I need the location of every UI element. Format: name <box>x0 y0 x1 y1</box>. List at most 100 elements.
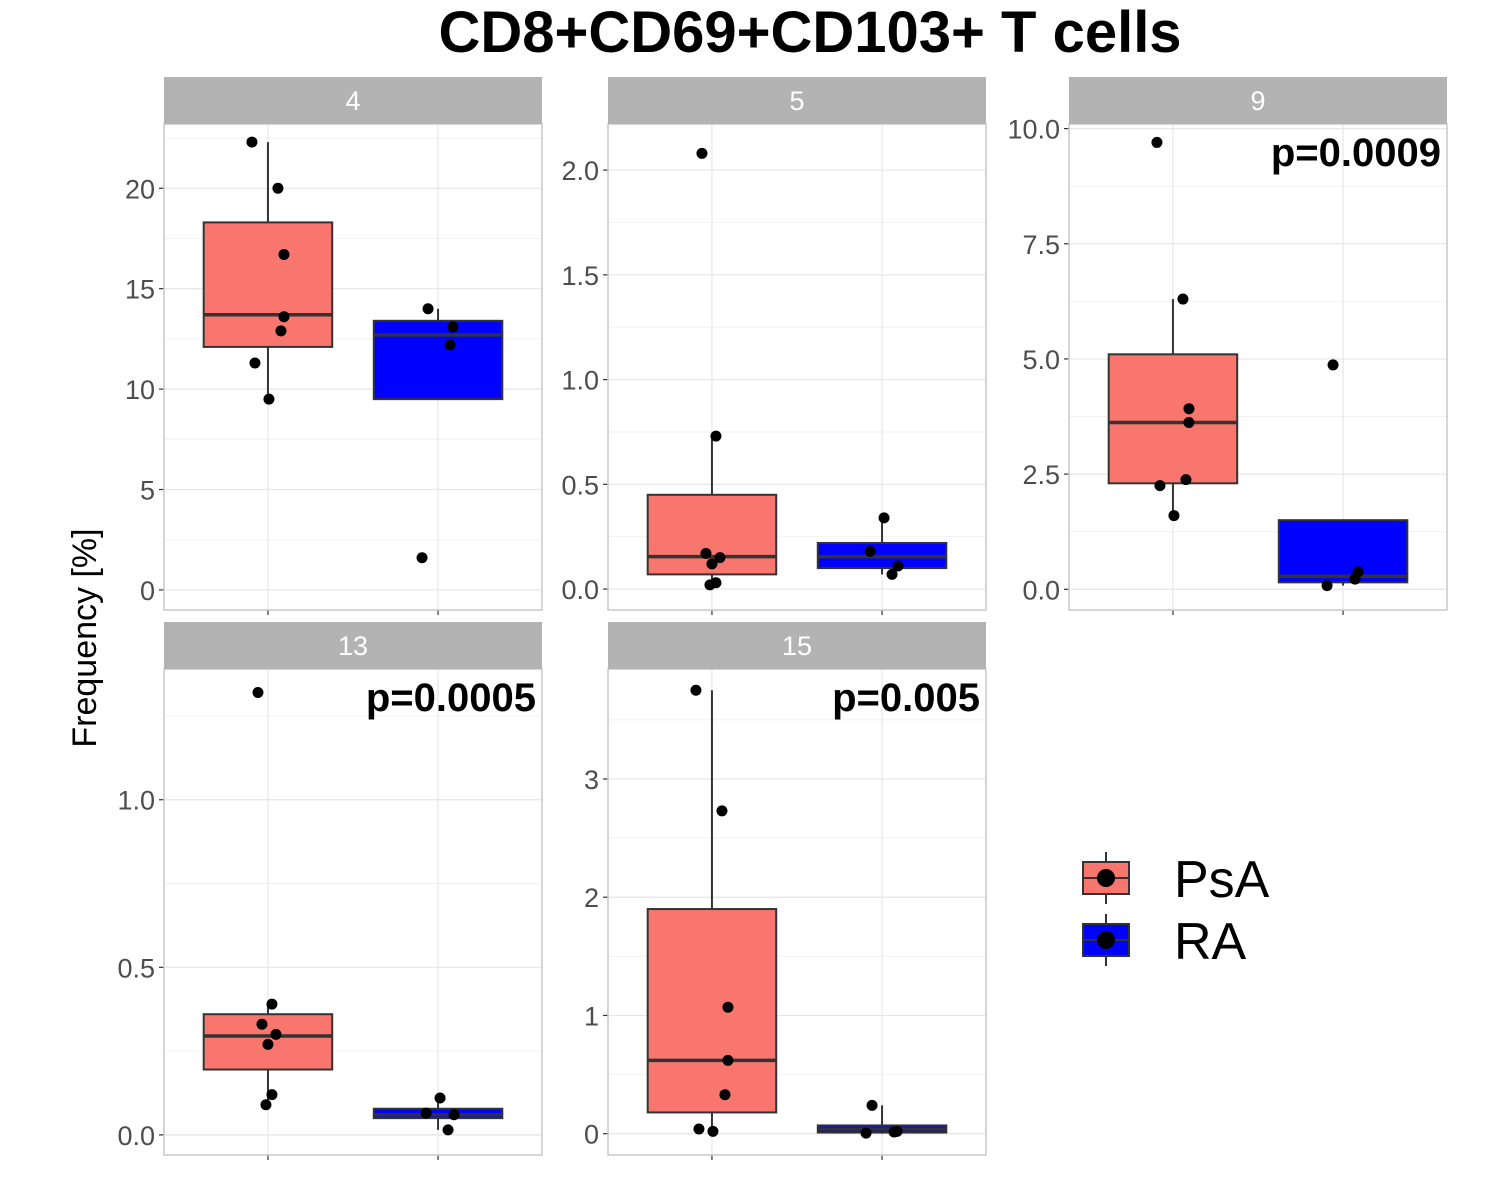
facet-panels: 0510152040.00.51.01.52.050.02.55.07.510.… <box>117 77 1448 1160</box>
box-ra <box>372 1092 504 1136</box>
legend-point <box>1097 869 1115 887</box>
legend-point <box>1097 931 1115 949</box>
box-iqr <box>202 221 334 348</box>
data-point <box>447 321 459 333</box>
data-point <box>714 552 726 564</box>
y-tick-label: 2.5 <box>1022 460 1060 490</box>
box-psa <box>646 684 778 1137</box>
data-point <box>716 805 728 817</box>
data-point <box>256 1018 268 1030</box>
box-iqr <box>646 908 778 1114</box>
data-point <box>704 579 716 591</box>
data-point <box>1183 417 1195 429</box>
data-point <box>719 1089 731 1101</box>
y-tick-label: 0.0 <box>561 575 599 605</box>
y-tick-label: 0.5 <box>561 470 599 500</box>
facet-panel-13: 0.0 0.5 1.0 13 p=0.0005 <box>117 622 543 1160</box>
facet-strip-label: 9 <box>1250 86 1265 116</box>
y-tick-label: 1.0 <box>117 786 155 816</box>
data-point <box>434 1092 446 1104</box>
data-point <box>1168 510 1180 522</box>
y-tick-label: 5.0 <box>1022 345 1060 375</box>
y-axis-label: Frequency [%] <box>66 528 104 747</box>
y-tick-label: 2 <box>584 883 599 913</box>
facet-strip-label: 13 <box>338 631 368 661</box>
chart-title: CD8+CD69+CD103+ T cells <box>438 0 1181 65</box>
box-iqr <box>1277 519 1409 584</box>
data-point <box>878 512 890 524</box>
data-point <box>1151 136 1163 148</box>
data-point <box>444 339 456 351</box>
data-point <box>892 560 904 572</box>
facet-strip <box>608 622 986 669</box>
facet-strip <box>164 77 542 124</box>
data-point <box>722 1054 734 1066</box>
data-point <box>722 1001 734 1013</box>
data-point <box>1154 480 1166 492</box>
facet-panel-9: 0.0 2.5 5.0 7.5 10.0 9p=0.0009 <box>1007 77 1448 615</box>
box-ra <box>816 512 948 580</box>
data-point <box>1177 293 1189 305</box>
data-point <box>1183 403 1195 415</box>
data-point <box>706 558 718 570</box>
box-psa <box>202 136 334 405</box>
data-point <box>448 1109 460 1121</box>
data-point <box>249 357 261 369</box>
data-point <box>864 545 876 557</box>
data-point <box>700 547 712 559</box>
box-ra <box>372 303 504 564</box>
y-tick-label: 10.0 <box>1007 115 1060 145</box>
facet-panel-4: 0 5 10 15 20 4 <box>125 77 543 615</box>
facet-strip-label: 4 <box>345 86 360 116</box>
data-point <box>886 568 898 580</box>
data-point <box>272 182 284 194</box>
y-tick-label: 1.0 <box>561 366 599 396</box>
data-point <box>278 311 290 323</box>
facet-panel-5: 0.0 0.5 1.0 1.5 2.0 5 <box>561 77 987 615</box>
facet-strip-label: 5 <box>789 86 804 116</box>
y-tick-label: 0.0 <box>117 1121 155 1151</box>
data-point <box>266 1089 278 1101</box>
data-point <box>888 1126 900 1138</box>
data-point <box>690 684 702 696</box>
p-value-annotation: p=0.005 <box>832 676 980 720</box>
data-point <box>696 147 708 159</box>
y-tick-label: 0 <box>140 576 155 606</box>
p-value-annotation: p=0.0009 <box>1271 131 1441 175</box>
box-psa <box>646 147 778 591</box>
y-tick-label: 0.0 <box>1022 575 1060 605</box>
data-point <box>693 1123 705 1135</box>
y-tick-label: 7.5 <box>1022 230 1060 260</box>
data-point <box>707 1125 719 1137</box>
data-point <box>278 249 290 261</box>
data-point <box>420 1107 432 1119</box>
box-ra <box>816 1099 948 1139</box>
legend-label: RA <box>1174 913 1247 971</box>
data-point <box>270 1028 282 1040</box>
data-point <box>442 1124 454 1136</box>
data-point <box>275 325 287 337</box>
data-point <box>1327 359 1339 371</box>
data-point <box>416 552 428 564</box>
y-tick-label: 5 <box>140 476 155 506</box>
facet-strip <box>1069 77 1447 124</box>
data-point <box>1180 474 1192 486</box>
y-tick-label: 0.5 <box>117 953 155 983</box>
legend-key-ra: RA <box>1082 913 1247 971</box>
data-point <box>710 430 722 442</box>
y-tick-label: 0 <box>584 1120 599 1150</box>
data-point <box>262 1038 274 1050</box>
facet-strip <box>164 622 542 669</box>
data-point <box>1321 580 1333 592</box>
facet-panel-15: 0 1 2 3 15 p=0.005 <box>584 622 987 1160</box>
y-tick-label: 1.5 <box>561 261 599 291</box>
box-iqr <box>1107 353 1239 485</box>
data-point <box>252 686 264 698</box>
data-point <box>246 136 258 148</box>
box-ra <box>1277 359 1409 592</box>
data-point <box>860 1127 872 1139</box>
legend-label: PsA <box>1174 851 1270 909</box>
legend-key-psa: PsA <box>1082 851 1270 909</box>
